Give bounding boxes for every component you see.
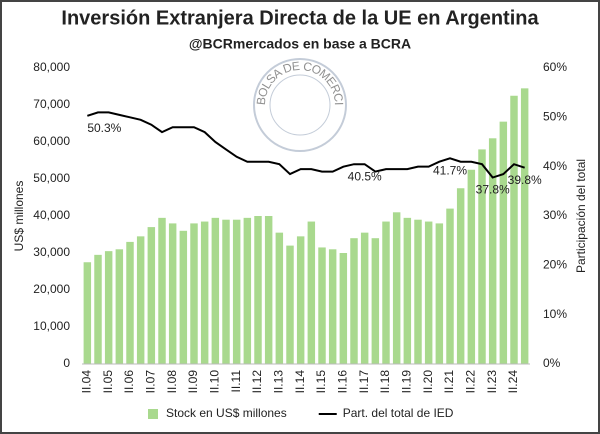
chart-subtitle: @BCRmercados en base a BCRA xyxy=(189,36,411,52)
bar xyxy=(360,232,369,364)
bar xyxy=(211,217,220,364)
x-tick-label: II.23 xyxy=(485,370,499,394)
x-tick-label: II.15 xyxy=(314,370,328,394)
y-tick-label: 20,000 xyxy=(33,282,70,296)
logo-ring xyxy=(253,58,347,152)
bar xyxy=(382,221,390,364)
chart-title: Inversión Extranjera Directa de la UE en… xyxy=(61,7,539,29)
bar xyxy=(403,217,412,364)
bar xyxy=(286,245,294,364)
x-tick-label: II.19 xyxy=(400,370,414,394)
bar xyxy=(488,138,497,364)
data-label: 39.8% xyxy=(508,173,542,187)
bar xyxy=(478,149,486,364)
bar xyxy=(179,230,188,364)
bar xyxy=(222,219,230,364)
bar xyxy=(392,212,401,364)
x-tick-label: II.05 xyxy=(101,370,115,394)
x-tick-label: II.06 xyxy=(122,370,136,394)
x-tick-label: II.16 xyxy=(336,370,350,394)
bar xyxy=(296,236,305,364)
y-tick-label: 80,000 xyxy=(33,60,70,74)
x-tick-label: II.21 xyxy=(442,370,456,394)
bar xyxy=(190,223,198,364)
bar xyxy=(147,227,156,364)
legend-label: Stock en US$ millones xyxy=(166,406,287,420)
x-tick-label: II.17 xyxy=(357,370,371,394)
logo-ring xyxy=(269,74,331,136)
x-tick-label: II.12 xyxy=(250,370,264,394)
data-label: 40.5% xyxy=(348,169,382,183)
x-tick-label: II.13 xyxy=(272,370,286,394)
y2-tick-label: 10% xyxy=(543,307,567,321)
bar xyxy=(104,251,113,364)
bar xyxy=(94,254,102,364)
bar xyxy=(168,223,177,364)
bar xyxy=(200,221,209,364)
x-tick-label: II.11 xyxy=(229,370,243,393)
bar xyxy=(371,238,380,364)
x-tick-label: II.10 xyxy=(208,370,222,394)
x-tick-label: II.14 xyxy=(293,370,307,394)
bar xyxy=(275,232,284,364)
bar xyxy=(424,221,433,364)
data-label: 37.8% xyxy=(476,183,510,197)
x-tick-label: II.20 xyxy=(421,370,435,394)
y-tick-label: 40,000 xyxy=(33,208,70,222)
y-tick-label: 10,000 xyxy=(33,319,70,333)
bar xyxy=(467,169,476,364)
x-tick-label: II.04 xyxy=(80,370,94,394)
y-axis-title: US$ millones xyxy=(12,181,26,252)
bar xyxy=(414,219,422,364)
y-tick-label: 70,000 xyxy=(33,97,70,111)
bar xyxy=(328,249,337,364)
y-tick-label: 60,000 xyxy=(33,134,70,148)
bar xyxy=(232,219,241,364)
y2-axis-title: Participación del total xyxy=(574,159,588,273)
data-label: 41.7% xyxy=(433,163,467,177)
bar xyxy=(339,253,348,364)
y2-tick-label: 40% xyxy=(543,159,567,173)
bar xyxy=(307,221,316,364)
bar xyxy=(243,217,252,364)
bar xyxy=(136,236,145,364)
y2-tick-label: 20% xyxy=(543,258,567,272)
bar xyxy=(435,223,444,364)
y-tick-label: 50,000 xyxy=(33,171,70,185)
y2-tick-label: 30% xyxy=(543,208,567,222)
bar xyxy=(264,216,273,364)
y2-tick-label: 50% xyxy=(543,110,567,124)
x-tick-label: II.24 xyxy=(506,370,520,394)
bar xyxy=(115,249,124,364)
x-tick-label: II.22 xyxy=(464,370,478,394)
bar xyxy=(318,247,326,364)
bar xyxy=(456,188,465,364)
y2-tick-label: 60% xyxy=(543,60,567,74)
x-tick-label: II.08 xyxy=(165,370,179,394)
x-tick-label: II.07 xyxy=(144,370,158,394)
bar xyxy=(350,238,358,364)
data-label: 50.3% xyxy=(87,121,121,135)
line xyxy=(87,111,525,179)
x-tick-label: II.18 xyxy=(378,370,392,394)
y-tick-label: 0 xyxy=(63,356,70,370)
bar xyxy=(126,241,134,364)
bar xyxy=(446,208,454,364)
legend-swatch xyxy=(148,409,158,419)
bar xyxy=(158,217,166,364)
bar xyxy=(520,88,529,364)
bar xyxy=(510,95,518,364)
y2-tick-label: 0% xyxy=(543,356,561,370)
legend-label: Part. del total de IED xyxy=(343,406,454,420)
y-tick-label: 30,000 xyxy=(33,245,70,259)
x-tick-label: II.09 xyxy=(186,370,200,394)
bar xyxy=(499,121,508,365)
bar xyxy=(254,216,262,364)
bar xyxy=(83,262,92,364)
